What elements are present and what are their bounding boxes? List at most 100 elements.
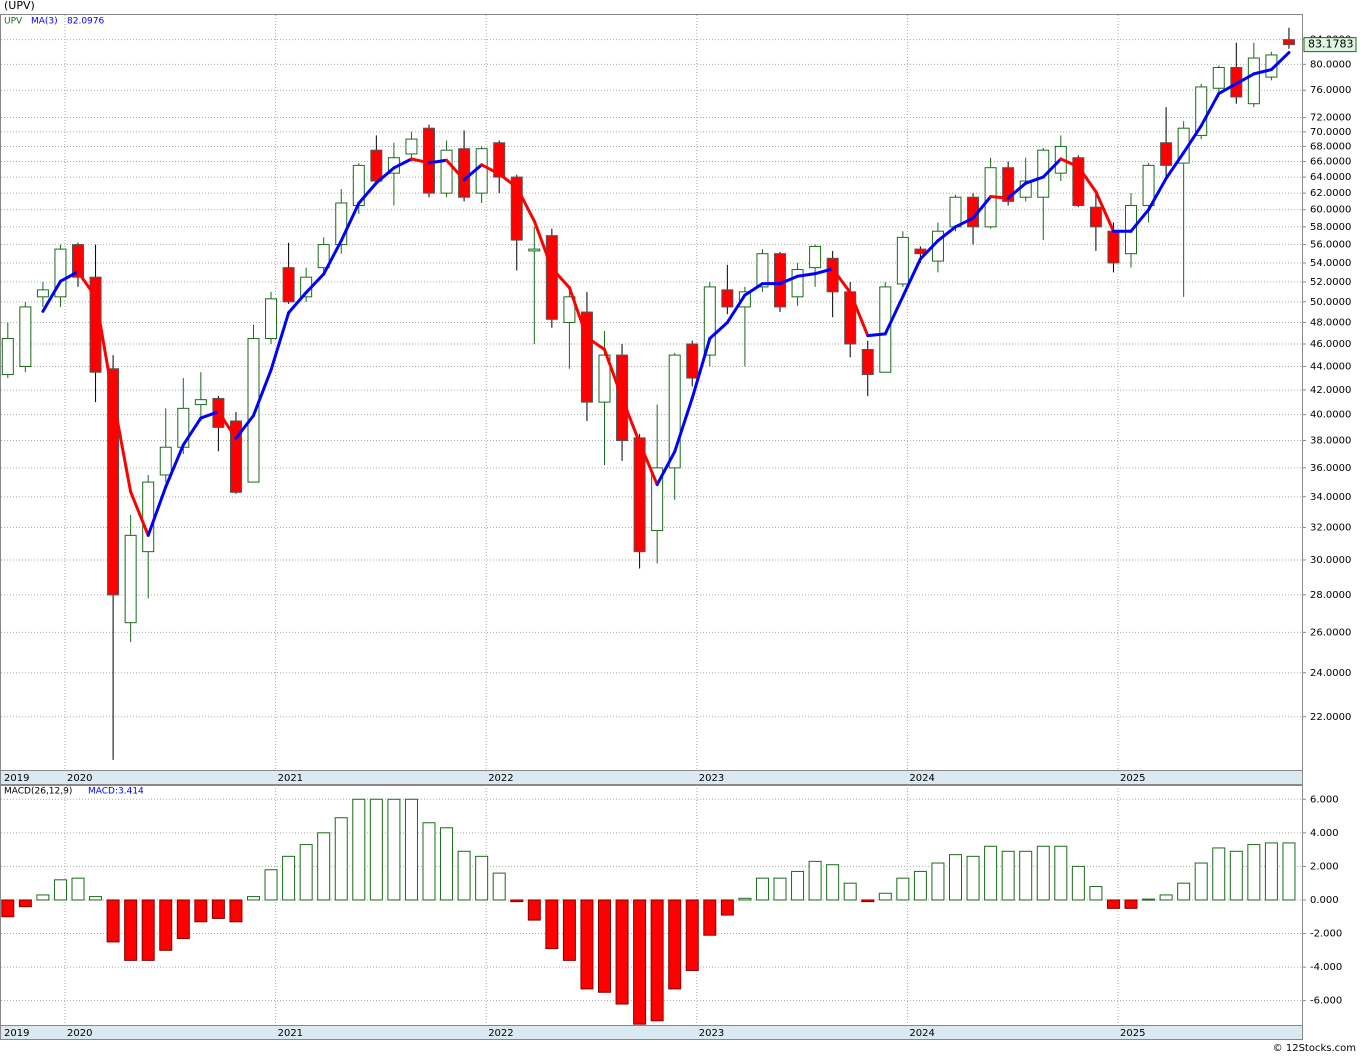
candle-body	[774, 253, 786, 308]
candle-body	[142, 481, 155, 553]
macd-bar	[1054, 845, 1068, 901]
macd-bar	[317, 832, 331, 901]
macd-bar	[106, 899, 120, 943]
ma-line	[129, 490, 150, 537]
macd-bar	[1247, 844, 1261, 901]
y-tick-label: 60.0000	[1310, 205, 1351, 216]
ma-line	[918, 239, 940, 261]
macd-bar	[299, 844, 313, 901]
macd-bar	[843, 882, 857, 901]
candle-body	[1195, 86, 1208, 136]
ma-line	[497, 172, 519, 189]
candle-body	[879, 286, 892, 373]
ma-line	[743, 282, 764, 297]
macd-bar	[159, 899, 173, 951]
y-tick-label: -4.000	[1310, 962, 1342, 973]
candle-body	[458, 148, 471, 198]
footer: © 12Stocks.com	[1273, 1043, 1356, 1054]
candle-body	[124, 534, 137, 624]
macd-bar	[755, 877, 769, 901]
y-tick-label: 68.0000	[1310, 141, 1351, 152]
macd-bar	[1159, 894, 1173, 901]
candle-body	[1089, 206, 1102, 228]
macd-bar	[1194, 862, 1208, 901]
ma-line	[1182, 124, 1203, 155]
candle-body	[265, 298, 278, 340]
macd-bar	[1212, 847, 1226, 901]
macd-bar	[510, 899, 524, 903]
ma-line	[76, 270, 98, 299]
ma-line	[181, 416, 203, 447]
candle-body	[36, 289, 49, 298]
macd-bar	[387, 798, 401, 901]
candle-body	[809, 245, 822, 269]
macd-bar	[826, 864, 840, 901]
macd-bar	[633, 899, 647, 1025]
x-tick-label: 2023	[699, 1028, 724, 1039]
ma-line	[339, 201, 361, 243]
candle-body	[703, 286, 716, 356]
ma-line	[1234, 72, 1256, 86]
macd-bar	[1036, 845, 1050, 901]
y-tick-label: 46.0000	[1310, 339, 1351, 350]
x-tick-label: 2022	[488, 773, 513, 784]
ma-line	[866, 332, 887, 338]
y-tick-label: -2.000	[1310, 929, 1342, 940]
macd-bar	[791, 870, 805, 901]
x-tick-label: 2024	[909, 773, 934, 784]
candle-body	[1282, 39, 1295, 46]
y-tick-label: 52.0000	[1310, 277, 1351, 288]
y-tick-label: 30.0000	[1310, 555, 1351, 566]
candle-body	[335, 202, 348, 246]
ma-line	[901, 257, 922, 299]
y-tick-label: 42.0000	[1310, 385, 1351, 396]
y-tick-label: 70.0000	[1310, 127, 1351, 138]
x-tick-label: 2019	[4, 1028, 29, 1039]
macd-bar	[1142, 898, 1156, 901]
y-tick-label: 72.0000	[1310, 113, 1351, 124]
candle-body	[1072, 157, 1085, 207]
ma-line	[515, 185, 536, 223]
ma-line	[638, 441, 659, 487]
candle-body	[370, 149, 383, 182]
macd-bar	[703, 899, 717, 936]
ma-line	[199, 410, 220, 420]
macd-bar	[1071, 865, 1085, 901]
macd-bar	[282, 855, 296, 901]
candle-body	[528, 248, 541, 252]
y-tick-label: 50.0000	[1310, 297, 1351, 308]
ma-line	[94, 295, 115, 400]
ma-line	[848, 291, 870, 338]
candle-body	[1247, 57, 1260, 105]
candle-body	[545, 235, 558, 320]
macd-bar	[404, 798, 418, 901]
macd-bar	[878, 892, 892, 901]
ma-line	[971, 195, 993, 220]
ma-line	[111, 396, 133, 494]
candle-body	[1037, 149, 1050, 198]
price-panel	[0, 14, 1303, 771]
ma-line	[287, 291, 308, 315]
macd-bar	[650, 899, 664, 1022]
ma-line	[796, 272, 817, 278]
y-tick-label: 26.0000	[1310, 627, 1351, 638]
macd-bar	[369, 798, 383, 901]
y-tick-label: 54.0000	[1310, 258, 1351, 269]
candle-body	[686, 343, 699, 379]
ma-line	[445, 158, 466, 182]
macd-bar	[738, 897, 752, 901]
candle-body	[791, 269, 804, 298]
ma-line	[1094, 190, 1115, 233]
ma-line	[989, 195, 1010, 200]
ma-line	[216, 410, 238, 440]
macd-bar	[1089, 886, 1103, 901]
y-tick-label: 44.0000	[1310, 361, 1351, 372]
candle-body	[19, 306, 32, 367]
y-tick-label: 40.0000	[1310, 410, 1351, 421]
macd-bar	[931, 862, 945, 901]
ma-line	[1252, 68, 1273, 76]
y-tick-label: 48.0000	[1310, 317, 1351, 328]
macd-bar	[896, 877, 910, 901]
x-tick-label: 2024	[909, 1028, 934, 1039]
